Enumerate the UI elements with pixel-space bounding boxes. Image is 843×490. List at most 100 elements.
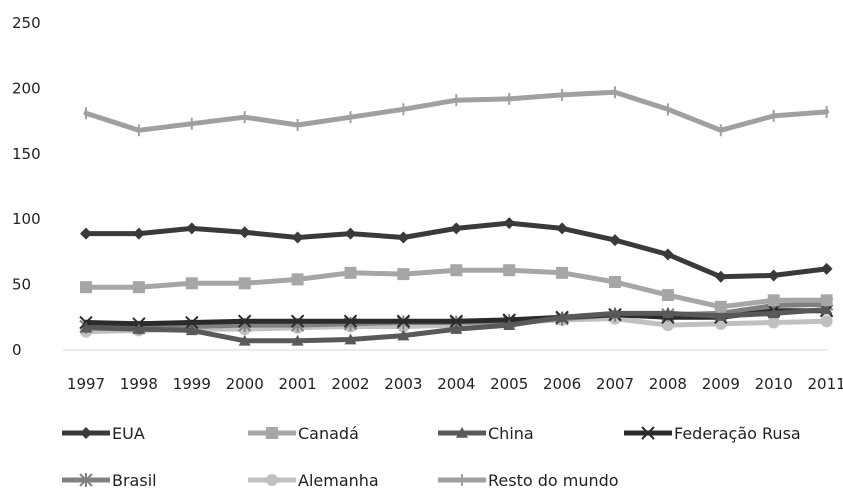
legend-label: Canadá bbox=[298, 424, 359, 443]
data-point bbox=[343, 314, 358, 328]
x-tick-label: 2009 bbox=[702, 375, 740, 393]
data-point bbox=[503, 319, 516, 330]
data-point bbox=[820, 262, 833, 275]
data-point bbox=[80, 427, 92, 439]
data-point bbox=[185, 324, 198, 336]
legend-item: Resto do mundo bbox=[438, 471, 619, 490]
data-point bbox=[820, 294, 833, 307]
data-point bbox=[185, 315, 199, 330]
data-point bbox=[641, 426, 655, 440]
data-point bbox=[132, 323, 145, 334]
data-point bbox=[556, 311, 569, 323]
y-tick-label: 200 bbox=[12, 79, 41, 97]
x-tick-label: 1999 bbox=[173, 375, 211, 393]
legend-label: Resto do mundo bbox=[488, 471, 619, 490]
plot-area bbox=[79, 86, 834, 346]
data-point bbox=[714, 309, 727, 321]
data-point bbox=[291, 273, 304, 286]
data-point bbox=[661, 307, 674, 319]
data-point bbox=[503, 217, 516, 230]
x-tick-label: 2000 bbox=[226, 375, 264, 393]
data-point bbox=[238, 226, 251, 239]
legend-item: Alemanha bbox=[248, 471, 379, 490]
x-tick-label: 2003 bbox=[384, 375, 422, 393]
data-point bbox=[661, 248, 674, 261]
data-point bbox=[80, 227, 92, 240]
legend-label: Brasil bbox=[112, 471, 157, 490]
data-point bbox=[609, 234, 621, 247]
data-point bbox=[714, 300, 727, 313]
x-tick-label: 1997 bbox=[67, 375, 105, 393]
data-point bbox=[237, 314, 252, 328]
y-tick-label: 0 bbox=[12, 341, 22, 359]
x-axis: 1997 1998 1999 2000 2001 2002 2003 2004 2005 2006… bbox=[63, 349, 843, 393]
legend-item: Canadá bbox=[248, 424, 359, 443]
data-point bbox=[132, 227, 145, 240]
data-point bbox=[767, 307, 780, 319]
data-point bbox=[609, 275, 621, 288]
legend-label: Federação Rusa bbox=[674, 424, 801, 443]
x-tick-label: 2007 bbox=[596, 375, 634, 393]
legend-label: China bbox=[488, 424, 534, 443]
data-point bbox=[449, 314, 464, 328]
data-point bbox=[767, 316, 780, 329]
data-point bbox=[290, 314, 305, 328]
y-tick-label: 100 bbox=[12, 210, 41, 228]
legend-item: China bbox=[438, 424, 534, 443]
data-point bbox=[266, 427, 278, 439]
series-canad- bbox=[80, 264, 833, 313]
series-eua bbox=[80, 217, 833, 283]
x-tick-label: 2010 bbox=[755, 375, 793, 393]
data-point bbox=[344, 333, 357, 345]
data-point bbox=[396, 314, 411, 328]
data-point bbox=[556, 266, 569, 279]
legend: EUA Canadá China Federação Rusa Brasil Aleman… bbox=[62, 424, 801, 490]
legend-item: Federação Rusa bbox=[624, 424, 801, 443]
data-point bbox=[767, 294, 780, 307]
data-point bbox=[609, 307, 621, 319]
y-tick-label: 50 bbox=[12, 276, 31, 294]
data-point bbox=[397, 329, 410, 341]
data-point bbox=[450, 323, 463, 334]
data-point bbox=[450, 222, 463, 235]
data-point bbox=[661, 289, 674, 302]
x-tick-label: 2004 bbox=[437, 375, 475, 393]
data-point bbox=[767, 269, 780, 282]
x-tick-label: 2008 bbox=[649, 375, 687, 393]
data-point bbox=[503, 264, 516, 277]
y-axis: 0 50 100 150 200 250 bbox=[12, 14, 41, 359]
y-tick-label: 150 bbox=[12, 145, 41, 163]
data-point bbox=[238, 277, 251, 290]
series-resto-do-mundo bbox=[83, 86, 830, 137]
legend-item: EUA bbox=[62, 424, 145, 443]
data-point bbox=[344, 266, 357, 279]
x-tick-label: 2005 bbox=[490, 375, 528, 393]
data-point bbox=[820, 315, 833, 328]
data-point bbox=[661, 319, 674, 332]
legend-label: EUA bbox=[112, 424, 145, 443]
x-tick-label: 2002 bbox=[331, 375, 369, 393]
x-tick-label: 2011 bbox=[808, 375, 843, 393]
data-point bbox=[132, 281, 145, 294]
data-point bbox=[266, 474, 278, 486]
data-point bbox=[556, 222, 569, 235]
data-point bbox=[185, 277, 198, 290]
data-point bbox=[238, 334, 251, 346]
data-point bbox=[80, 281, 92, 294]
data-point bbox=[397, 268, 410, 281]
data-point bbox=[291, 334, 304, 346]
x-tick-label: 2001 bbox=[279, 375, 317, 393]
x-tick-label: 2006 bbox=[543, 375, 581, 393]
legend-item: Brasil bbox=[62, 471, 157, 490]
data-point bbox=[456, 427, 468, 438]
x-tick-label: 1998 bbox=[120, 375, 158, 393]
data-point bbox=[820, 303, 833, 315]
data-point bbox=[450, 264, 463, 277]
series-china bbox=[80, 303, 833, 346]
data-point bbox=[185, 222, 198, 235]
data-point bbox=[397, 231, 410, 244]
data-point bbox=[291, 231, 304, 244]
data-point bbox=[344, 227, 357, 240]
y-tick-label: 250 bbox=[12, 14, 41, 32]
